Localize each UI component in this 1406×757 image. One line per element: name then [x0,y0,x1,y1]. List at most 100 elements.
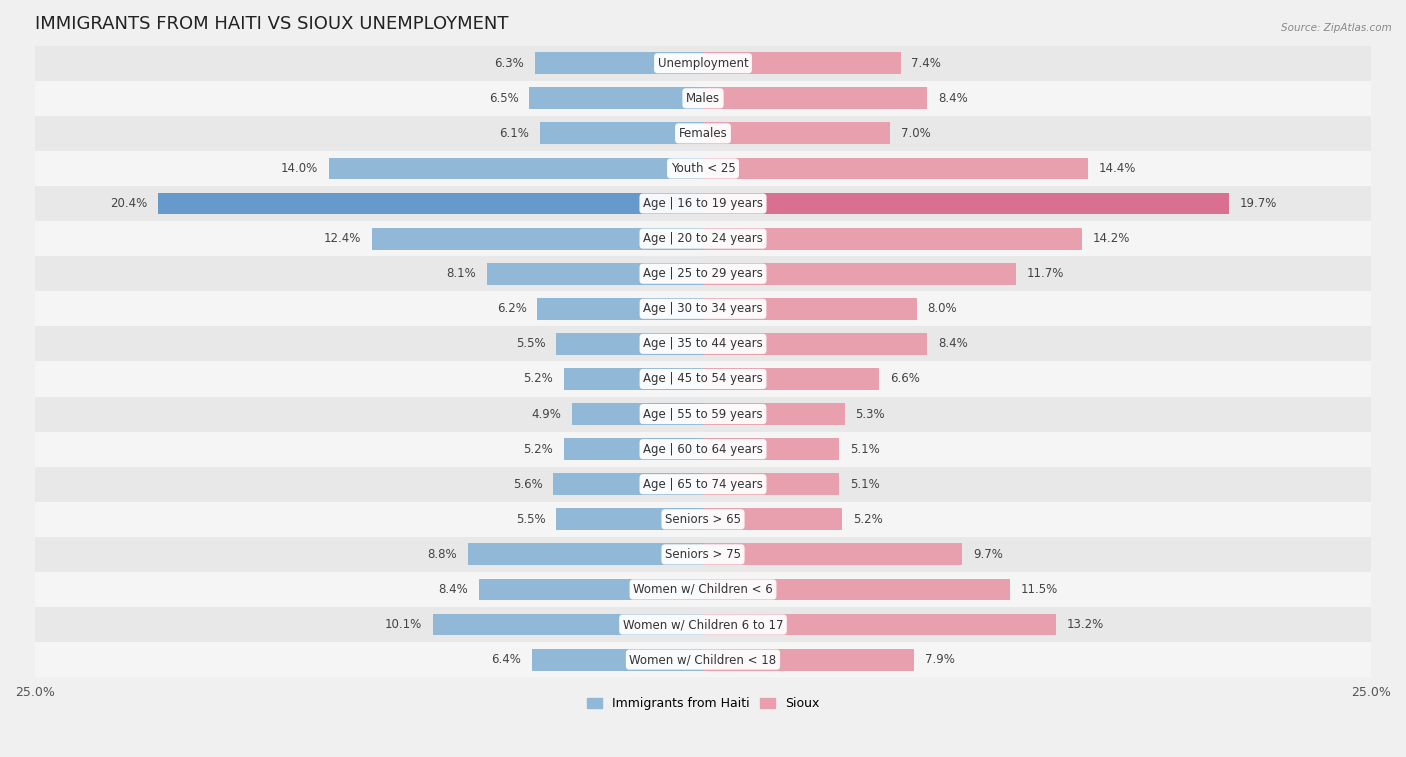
Text: 5.5%: 5.5% [516,338,546,350]
Text: 14.2%: 14.2% [1092,232,1130,245]
Bar [35,186,1371,221]
Bar [35,221,1371,256]
Text: 6.4%: 6.4% [492,653,522,666]
Text: 5.2%: 5.2% [852,512,883,526]
Text: 8.0%: 8.0% [928,302,957,316]
Bar [554,473,703,495]
Bar [703,333,928,355]
Bar [478,578,703,600]
Text: 8.4%: 8.4% [439,583,468,596]
Text: 11.5%: 11.5% [1021,583,1059,596]
Text: Age | 65 to 74 years: Age | 65 to 74 years [643,478,763,491]
Text: 13.2%: 13.2% [1066,618,1104,631]
Bar [703,403,845,425]
Text: 20.4%: 20.4% [110,197,148,210]
Bar [555,509,703,530]
Text: Youth < 25: Youth < 25 [671,162,735,175]
Text: Age | 20 to 24 years: Age | 20 to 24 years [643,232,763,245]
Bar [703,544,962,565]
Bar [703,509,842,530]
Text: Age | 16 to 19 years: Age | 16 to 19 years [643,197,763,210]
Bar [703,157,1088,179]
Text: 5.6%: 5.6% [513,478,543,491]
Text: Seniors > 65: Seniors > 65 [665,512,741,526]
Bar [35,151,1371,186]
Text: Females: Females [679,127,727,140]
Text: 7.4%: 7.4% [911,57,941,70]
Text: Males: Males [686,92,720,104]
Text: 12.4%: 12.4% [323,232,361,245]
Bar [703,368,879,390]
Bar [371,228,703,250]
Text: Unemployment: Unemployment [658,57,748,70]
Legend: Immigrants from Haiti, Sioux: Immigrants from Haiti, Sioux [582,692,824,715]
Bar [531,649,703,671]
Bar [35,431,1371,466]
Text: 9.7%: 9.7% [973,548,1002,561]
Text: Seniors > 75: Seniors > 75 [665,548,741,561]
Text: Women w/ Children < 6: Women w/ Children < 6 [633,583,773,596]
Bar [486,263,703,285]
Bar [703,228,1083,250]
Text: 5.5%: 5.5% [516,512,546,526]
Text: Age | 35 to 44 years: Age | 35 to 44 years [643,338,763,350]
Text: IMMIGRANTS FROM HAITI VS SIOUX UNEMPLOYMENT: IMMIGRANTS FROM HAITI VS SIOUX UNEMPLOYM… [35,15,509,33]
Bar [35,116,1371,151]
Bar [572,403,703,425]
Bar [534,52,703,74]
Bar [540,123,703,145]
Text: Age | 60 to 64 years: Age | 60 to 64 years [643,443,763,456]
Text: 8.4%: 8.4% [938,92,967,104]
Bar [35,607,1371,642]
Bar [35,642,1371,678]
Bar [703,87,928,109]
Text: 5.2%: 5.2% [523,372,554,385]
Bar [703,263,1015,285]
Bar [703,193,1229,214]
Bar [35,466,1371,502]
Text: 6.5%: 6.5% [489,92,519,104]
Bar [35,256,1371,291]
Bar [555,333,703,355]
Text: 7.9%: 7.9% [925,653,955,666]
Text: 6.1%: 6.1% [499,127,529,140]
Text: Women w/ Children 6 to 17: Women w/ Children 6 to 17 [623,618,783,631]
Text: Women w/ Children < 18: Women w/ Children < 18 [630,653,776,666]
Bar [329,157,703,179]
Text: 19.7%: 19.7% [1240,197,1278,210]
Text: 14.4%: 14.4% [1098,162,1136,175]
Text: 5.2%: 5.2% [523,443,554,456]
Text: 6.6%: 6.6% [890,372,920,385]
Text: 5.1%: 5.1% [851,443,880,456]
Bar [703,298,917,319]
Text: Age | 25 to 29 years: Age | 25 to 29 years [643,267,763,280]
Bar [35,361,1371,397]
Bar [433,614,703,635]
Text: 5.3%: 5.3% [855,407,884,421]
Bar [703,123,890,145]
Bar [703,473,839,495]
Bar [35,572,1371,607]
Bar [703,438,839,460]
Text: 5.1%: 5.1% [851,478,880,491]
Bar [35,537,1371,572]
Bar [703,52,901,74]
Bar [35,326,1371,361]
Bar [529,87,703,109]
Bar [703,614,1056,635]
Text: Age | 55 to 59 years: Age | 55 to 59 years [643,407,763,421]
Bar [703,649,914,671]
Text: 8.4%: 8.4% [938,338,967,350]
Text: 10.1%: 10.1% [385,618,422,631]
Bar [35,81,1371,116]
Text: 4.9%: 4.9% [531,407,561,421]
Bar [35,45,1371,81]
Text: 6.3%: 6.3% [495,57,524,70]
Bar [35,291,1371,326]
Text: Age | 30 to 34 years: Age | 30 to 34 years [643,302,763,316]
Bar [564,368,703,390]
Text: 8.1%: 8.1% [446,267,475,280]
Text: Age | 45 to 54 years: Age | 45 to 54 years [643,372,763,385]
Bar [537,298,703,319]
Text: 8.8%: 8.8% [427,548,457,561]
